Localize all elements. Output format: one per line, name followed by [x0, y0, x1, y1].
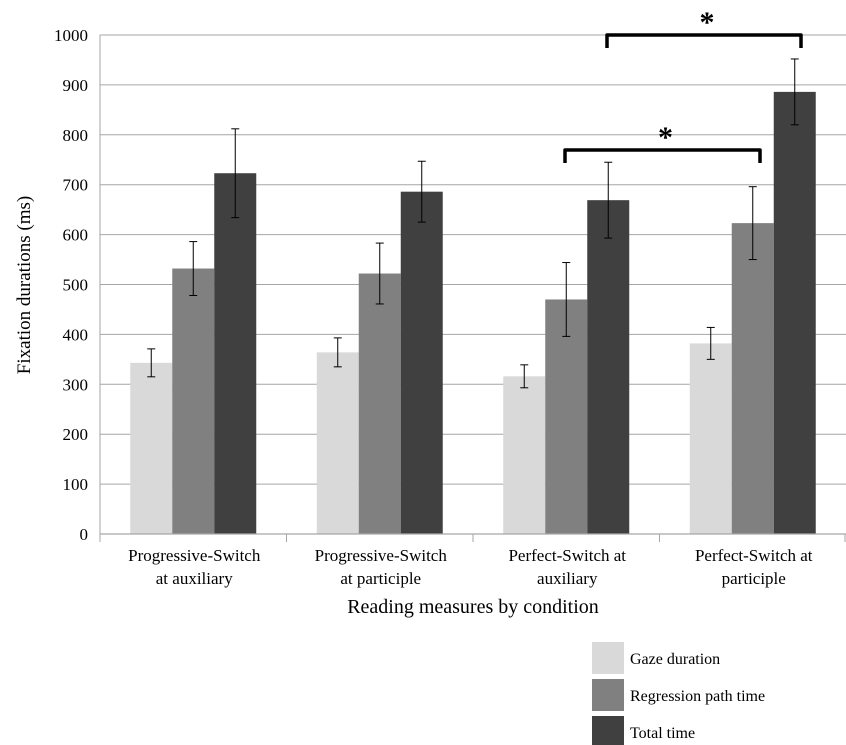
bar: [400, 191, 443, 534]
y-tick-label: 200: [63, 425, 89, 444]
y-tick-label: 100: [63, 475, 89, 494]
bar: [587, 200, 630, 534]
y-tick-label: 1000: [54, 26, 88, 45]
y-tick-label: 800: [63, 126, 89, 145]
legend-swatch: [592, 642, 624, 674]
legend-label: Regression path time: [630, 688, 765, 705]
significance-star: *: [658, 121, 673, 154]
category-labels: Progressive-Switch at auxiliary Progressiv…: [128, 546, 813, 588]
bar: [214, 173, 257, 534]
bar: [503, 376, 546, 534]
error-bars: [147, 58, 799, 389]
significance-bracket: [605, 33, 803, 48]
axes: [99, 35, 846, 542]
category-label: at participle: [340, 569, 421, 588]
bars: [130, 91, 816, 535]
y-tick-label: 700: [63, 176, 89, 195]
bar: [130, 362, 173, 534]
legend-label: Gaze duration: [630, 651, 720, 668]
category-label: Progressive-Switch: [128, 546, 261, 565]
y-tick-label: 300: [63, 375, 89, 394]
significance-bracket: [563, 148, 762, 163]
bar: [358, 273, 401, 534]
y-axis-label: Fixation durations (ms): [14, 196, 35, 374]
category-label: auxiliary: [537, 569, 598, 588]
legend: Gaze duration Regression path time Total t…: [592, 642, 765, 745]
x-axis-label: Reading measures by condition: [347, 596, 599, 618]
y-axis-tick-labels: 0 100 200 300 400 500 600 700 800 900 1000: [54, 26, 88, 544]
bar: [545, 299, 588, 534]
bar: [316, 352, 359, 534]
bar: [773, 91, 816, 535]
significance-brackets: **: [563, 6, 803, 163]
bar: [731, 223, 774, 535]
y-tick-label: 400: [63, 325, 89, 344]
legend-swatch: [592, 679, 624, 711]
category-label: Progressive-Switch: [315, 546, 448, 565]
y-tick-label: 500: [63, 276, 89, 295]
category-label: Perfect-Switch at: [695, 546, 813, 565]
y-tick-label: 0: [80, 525, 89, 544]
bar: [689, 343, 732, 534]
category-label: participle: [722, 569, 786, 588]
significance-star: *: [700, 6, 715, 39]
y-tick-label: 600: [63, 226, 89, 245]
bar: [172, 268, 215, 534]
y-tick-label: 900: [63, 76, 89, 95]
legend-swatch: [592, 716, 624, 745]
category-label: at auxiliary: [156, 569, 233, 588]
legend-label: Total time: [630, 725, 695, 742]
category-label: Perfect-Switch at: [508, 546, 626, 565]
